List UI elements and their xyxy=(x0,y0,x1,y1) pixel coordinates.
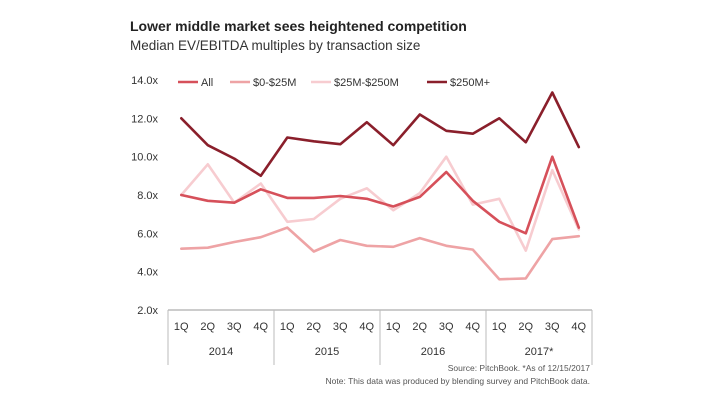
year-label: 2014 xyxy=(209,346,233,358)
source-note: Source: PitchBook. *As of 12/15/2017 xyxy=(447,363,590,373)
series-line-all xyxy=(180,155,581,235)
x-tick-label: 1Q xyxy=(280,321,295,333)
x-tick-label: 3Q xyxy=(545,321,560,333)
series-line-250m xyxy=(180,91,581,178)
legend-label: $250M+ xyxy=(450,77,490,89)
year-label: 2015 xyxy=(315,346,339,358)
y-tick-label: 14.0x xyxy=(131,75,158,87)
x-tick-label: 1Q xyxy=(492,321,507,333)
y-tick-label: 4.0x xyxy=(137,267,158,279)
x-tick-label: 2Q xyxy=(200,321,215,333)
x-tick-label: 2Q xyxy=(518,321,533,333)
x-tick-label: 4Q xyxy=(253,321,268,333)
x-tick-label: 3Q xyxy=(333,321,348,333)
x-tick-label: 4Q xyxy=(571,321,586,333)
data-note: Note: This data was produced by blending… xyxy=(325,376,590,386)
x-tick-label: 4Q xyxy=(359,321,374,333)
x-tick-label: 2Q xyxy=(412,321,427,333)
year-label: 2017* xyxy=(525,346,554,358)
chart-subtitle: Median EV/EBITDA multiples by transactio… xyxy=(130,38,421,53)
x-tick-label: 1Q xyxy=(174,321,189,333)
x-tick-label: 4Q xyxy=(465,321,480,333)
x-tick-label: 3Q xyxy=(227,321,242,333)
x-tick-label: 1Q xyxy=(386,321,401,333)
y-tick-label: 12.0x xyxy=(131,113,158,125)
y-tick-label: 10.0x xyxy=(131,152,158,164)
legend-label: $0-$25M xyxy=(253,77,296,89)
y-tick-label: 2.0x xyxy=(137,305,158,317)
series-line-25m-250m xyxy=(180,155,581,252)
y-tick-label: 6.0x xyxy=(137,228,158,240)
chart-title: Lower middle market sees heightened comp… xyxy=(130,18,467,34)
legend-label: $25M-$250M xyxy=(334,77,399,89)
year-label: 2016 xyxy=(421,346,445,358)
series-line-0-25m xyxy=(180,226,581,281)
x-tick-label: 2Q xyxy=(306,321,321,333)
x-tick-label: 3Q xyxy=(439,321,454,333)
y-tick-label: 8.0x xyxy=(137,190,158,202)
legend-label: All xyxy=(201,77,213,89)
